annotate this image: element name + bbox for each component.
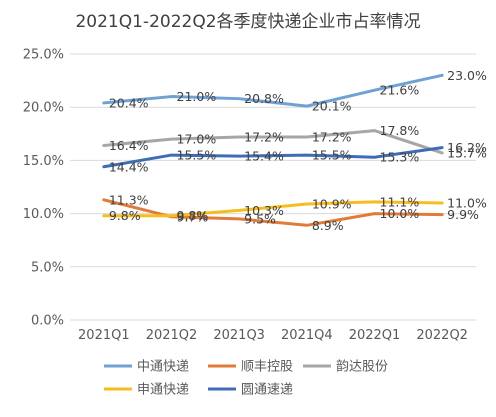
x-tick-label: 2021Q2 — [146, 328, 198, 343]
data-point — [441, 147, 443, 149]
data-label: 16.2% — [447, 140, 487, 155]
data-point — [374, 213, 375, 215]
data-point — [103, 145, 105, 147]
data-point — [441, 214, 443, 216]
data-point — [374, 156, 375, 158]
data-point — [103, 166, 105, 168]
data-point — [171, 138, 172, 140]
data-label: 17.2% — [244, 129, 284, 144]
data-label: 9.9% — [447, 207, 479, 222]
data-point — [238, 218, 240, 220]
legend-item: 中通快递 — [104, 360, 189, 375]
legend-label: 韵达股份 — [336, 360, 388, 375]
series-line — [102, 129, 444, 155]
legend-label: 顺丰控股 — [241, 360, 293, 375]
data-point — [171, 215, 172, 217]
data-label: 11.0% — [447, 195, 487, 210]
x-tick-label: 2022Q2 — [416, 328, 468, 343]
data-label: 20.8% — [244, 91, 284, 106]
data-point — [441, 152, 443, 154]
data-label: 15.5% — [312, 148, 352, 163]
legend-label: 圆通速递 — [241, 383, 293, 398]
x-tick-label: 2021Q1 — [78, 328, 130, 343]
y-tick-label: 10.0% — [23, 207, 64, 222]
data-label: 17.0% — [177, 132, 217, 147]
data-point — [238, 209, 240, 211]
data-point — [306, 105, 308, 107]
legend-label: 申通快递 — [137, 383, 189, 398]
data-label: 11.3% — [109, 192, 149, 207]
chart-title: 2021Q1-2022Q2各季度快递企业市占率情况 — [75, 12, 420, 32]
y-tick-label: 0.0% — [31, 314, 64, 329]
data-point — [306, 136, 308, 138]
series-line — [102, 198, 444, 227]
y-tick-label: 5.0% — [31, 260, 64, 275]
y-tick-label: 25.0% — [23, 48, 64, 63]
legend-label: 中通快递 — [137, 360, 189, 375]
data-label: 10.9% — [312, 197, 352, 212]
data-point — [306, 224, 308, 226]
x-axis: 2021Q1 2021Q2 2021Q3 2021Q4 2022Q1 2022Q2 — [78, 328, 468, 343]
legend-item: 圆通速递 — [208, 383, 293, 398]
data-point — [374, 89, 375, 91]
x-tick-label: 2022Q1 — [349, 328, 401, 343]
data-label: 9.5% — [244, 211, 276, 226]
data-label: 15.3% — [380, 150, 420, 165]
data-label: 16.4% — [109, 138, 149, 153]
data-label: 21.0% — [177, 89, 217, 104]
data-point — [374, 130, 375, 132]
x-tick-label: 2021Q3 — [213, 328, 265, 343]
data-point — [171, 154, 172, 156]
data-label: 17.2% — [312, 129, 352, 144]
data-label: 9.8% — [109, 208, 141, 223]
data-label: 11.1% — [380, 194, 420, 209]
data-label: 20.4% — [109, 95, 149, 110]
data-point — [441, 74, 443, 76]
data-label: 20.1% — [312, 99, 352, 114]
data-point — [103, 102, 105, 104]
x-tick-label: 2021Q4 — [281, 328, 333, 343]
data-label: 15.4% — [244, 149, 284, 164]
data-label: 14.4% — [109, 159, 149, 174]
data-point — [306, 154, 308, 156]
data-label: 21.6% — [380, 83, 420, 98]
y-axis: 0.0% 5.0% 10.0% 15.0% 20.0% 25.0% — [23, 48, 64, 329]
data-point — [441, 202, 443, 204]
data-point — [238, 98, 240, 100]
data-labels: 20.4% 21.0% 20.8% 20.1%21.6%23.0%11.3%9.7% 9… — [109, 68, 487, 233]
legend-item: 申通快递 — [104, 383, 189, 398]
data-label: 9.8% — [177, 208, 209, 223]
data-label: 15.5% — [177, 148, 217, 163]
series-lines — [102, 73, 444, 227]
data-point — [374, 201, 375, 203]
series-line — [102, 146, 444, 169]
data-label: 8.9% — [312, 218, 344, 233]
data-point — [238, 136, 240, 138]
series-line — [102, 200, 444, 218]
data-point — [306, 203, 308, 205]
data-label: 23.0% — [447, 68, 487, 83]
data-point — [103, 199, 105, 201]
y-tick-label: 15.0% — [23, 154, 64, 169]
data-label: 17.8% — [380, 123, 420, 138]
legend-item: 韵达股份 — [303, 360, 388, 375]
data-label: 10.3% — [244, 203, 284, 218]
y-tick-label: 20.0% — [23, 101, 64, 116]
legend-item: 顺丰控股 — [208, 360, 293, 375]
data-point — [238, 155, 240, 157]
data-label: 15.7% — [447, 145, 487, 160]
data-label: 10.0% — [380, 206, 420, 221]
data-point — [171, 96, 172, 98]
series-line — [102, 73, 444, 108]
data-label: 9.7% — [177, 209, 209, 224]
data-point — [103, 215, 105, 217]
